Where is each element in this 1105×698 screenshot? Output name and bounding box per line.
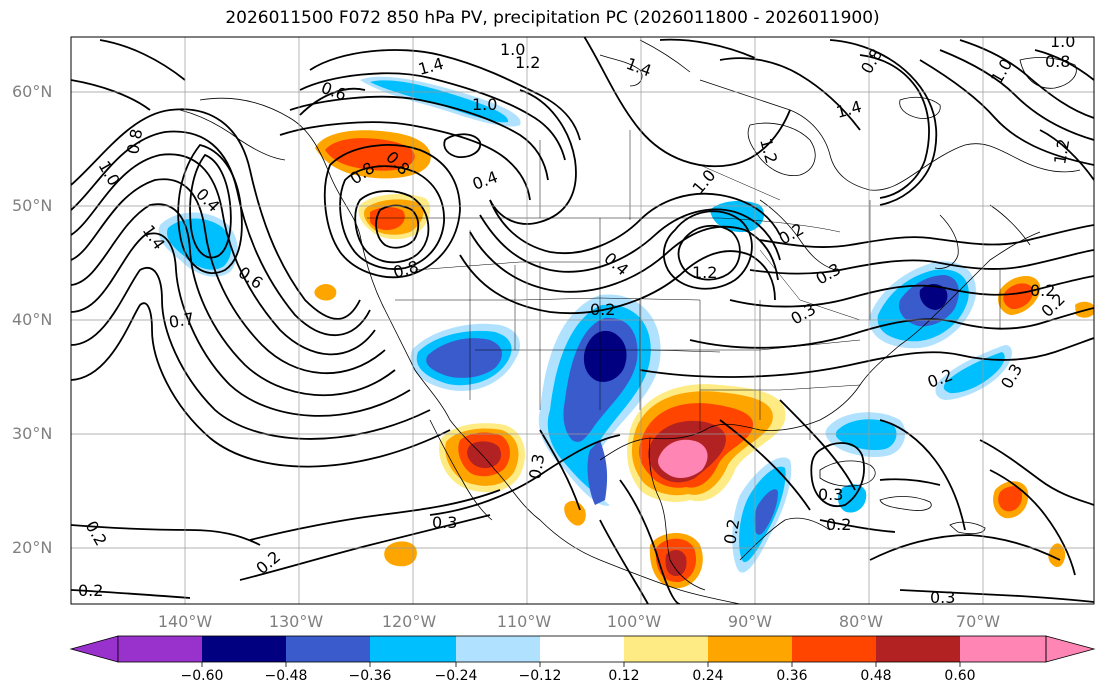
contour-label: 0.8 [1045,52,1070,71]
lon-label: 140°W [157,612,213,631]
colorbar-tick-label: −0.24 [434,668,478,684]
lon-label: 120°W [381,612,437,631]
map-frame [70,36,1095,605]
lon-label: 130°W [268,612,324,631]
contour-label: 0.3 [432,513,457,532]
contour-label: 0.2 [720,517,743,545]
lat-label: 40°N [12,310,53,329]
colorbar-tick-label: 0.60 [944,668,976,684]
contour-labels: 1.0 1.2 1.4 1.0 0.8 0.6 1.4 1.0 0.8 1.0 … [78,32,1075,607]
map-panel: 1.0 1.2 1.4 1.0 0.8 0.6 1.4 1.0 0.8 1.0 … [71,32,1094,607]
colorbar-extend-high [1045,635,1096,663]
lat-label: 50°N [12,196,53,215]
colorbar-tick-label: −0.48 [264,668,308,684]
lon-label: 70°W [955,612,1001,631]
lon-label: 100°W [606,612,662,631]
pv-contours [71,37,1094,604]
colorbar-tick-label: 0.12 [608,668,640,684]
lon-label: 80°W [838,612,884,631]
lat-label: 60°N [12,82,53,101]
contour-label: 1.2 [515,53,540,72]
colorbar-tick-label: 0.48 [860,668,892,684]
contour-label: 0.3 [818,485,843,504]
contour-label: 0.2 [78,581,103,600]
map-title: 2026011500 F072 850 hPa PV, precipitatio… [225,8,880,28]
contour-label: 0.3 [930,588,955,607]
contour-label: 0.2 [1030,281,1055,300]
contour-label: 0.8 [123,127,146,155]
colorbar-tick-label: 0.36 [776,668,808,684]
colorbar-tick-label: 0.24 [692,668,724,684]
lon-label: 90°W [727,612,773,631]
contour-label: 0.2 [826,515,851,534]
colorbar-extend-low [69,635,119,663]
contour-label: 0.7 [167,309,195,332]
lat-label: 20°N [12,538,53,557]
lon-label: 110°W [496,612,552,631]
state-lines [367,130,1001,440]
contour-label: 1.0 [500,40,525,59]
colorbar-tick-label: −0.12 [518,668,562,684]
contour-label: 1.2 [1050,137,1073,165]
colorbar-tick-label: −0.36 [348,668,392,684]
colorbar-tick-label: −0.60 [180,668,224,684]
contour-label: 1.2 [692,263,717,282]
contour-label: 0.2 [590,300,615,319]
graticule [71,37,1094,604]
contour-label: 1.0 [472,95,497,114]
precipitation-shading [158,76,1094,589]
colorbar [69,635,1096,667]
contour-label: 1.0 [1050,32,1075,51]
contour-label: 0.3 [525,452,548,480]
lat-label: 30°N [12,424,53,443]
